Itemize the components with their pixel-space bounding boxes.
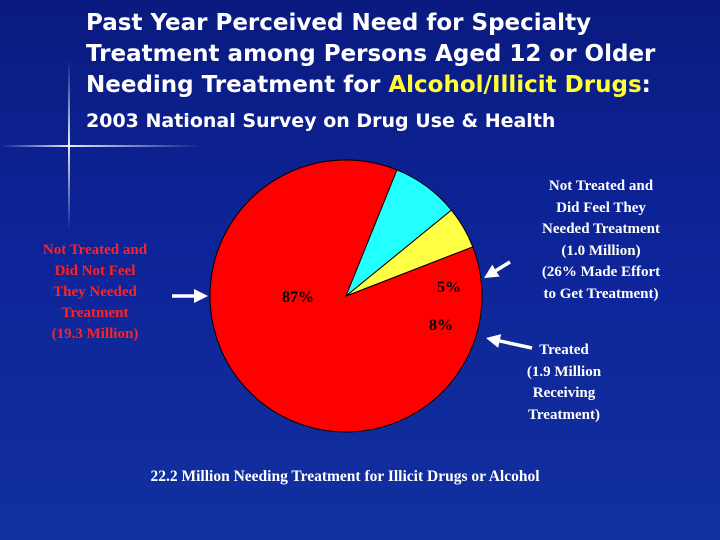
arrow-to-cyan-slice <box>486 334 533 350</box>
label-right-top-line: to Get Treatment) <box>543 285 659 302</box>
label-right-top-line: (1.0 Million) <box>561 242 641 259</box>
chart-title: Past Year Perceived Need for Specialty T… <box>86 8 716 101</box>
title-line-1: Past Year Perceived Need for Specialty <box>86 10 592 36</box>
label-right-bottom-line: Receiving <box>532 385 596 401</box>
label-right-top-line: Did Feel They <box>556 199 646 216</box>
chart-subtitle: 2003 National Survey on Drug Use & Healt… <box>86 110 556 132</box>
label-not-treated-did-feel: Not Treated and Did Feel They Needed Tre… <box>520 176 682 305</box>
sparkle-vertical <box>68 60 70 230</box>
label-left-line: Not Treated and <box>42 242 148 258</box>
arrow-to-red-slice <box>172 289 208 303</box>
title-highlight: Alcohol/Illicit Drugs <box>388 72 642 98</box>
pie-slice-8 <box>345 169 453 297</box>
title-line-3-prefix: Needing Treatment for <box>86 72 389 98</box>
arrow-to-yellow-slice <box>484 260 511 278</box>
pointer-arrows <box>172 260 533 350</box>
slice-label-87: 87% <box>282 289 314 306</box>
label-not-treated-not-feel: Not Treated and Did Not Feel They Needed… <box>20 240 170 345</box>
label-treated: Treated (1.9 Million Receiving Treatment… <box>508 340 620 426</box>
label-right-bottom-line: (1.9 Million <box>526 363 602 380</box>
label-left-line: They Needed <box>53 284 137 300</box>
label-right-bottom-line: Treated <box>539 342 589 358</box>
label-right-bottom-line: Treatment) <box>528 406 600 423</box>
slice-label-5: 5% <box>437 279 461 296</box>
label-left-line: Did Not Feel <box>54 263 136 279</box>
pie-slice-labels: 87% 5% 8% <box>282 279 461 334</box>
label-left-line: Treatment <box>61 305 129 321</box>
pie-slices <box>209 159 483 433</box>
label-right-top-line: (26% Made Effort <box>541 264 661 280</box>
label-right-top-line: Needed Treatment <box>542 221 660 237</box>
title-line-3-suffix: : <box>641 72 651 98</box>
slice-label-8: 8% <box>429 317 453 334</box>
label-left-line: (19.3 Million) <box>51 326 139 342</box>
title-line-2: Treatment among Persons Aged 12 or Older <box>86 41 656 67</box>
footnote: 22.2 Million Needing Treatment for Illic… <box>150 468 540 485</box>
sparkle-horizontal <box>0 145 200 147</box>
label-right-top-line: Not Treated and <box>548 178 654 194</box>
title-line-3: Needing Treatment for Alcohol/Illicit Dr… <box>86 70 716 101</box>
